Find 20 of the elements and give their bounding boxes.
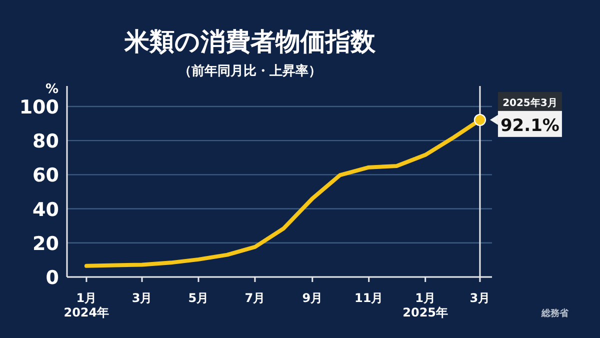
text: 総務省 <box>540 308 570 319</box>
y-tick-label: 100 <box>19 96 59 118</box>
x-tick-label: 3月 <box>470 291 490 305</box>
y-tick-label: 80 <box>32 130 59 153</box>
annotation: 2025年3月 <box>502 96 558 109</box>
x-tick-label: 7月 <box>244 291 266 305</box>
x-tick-label: 1月 2024年 <box>64 291 110 320</box>
x-tick-label: 9月 <box>302 291 323 305</box>
chart-subtitle: （前年同月比・上昇率） <box>178 63 322 79</box>
y-axis-title: % <box>45 82 59 97</box>
x-tick-label: 5月 <box>188 291 209 305</box>
x-tick-label: 1月 2025年 <box>402 291 448 320</box>
y-tick-label: 40 <box>32 198 59 221</box>
y-tick-label: 20 <box>32 232 59 255</box>
x-tick-label: 11月 <box>354 291 384 305</box>
x-tick-label: 3月 <box>132 291 152 305</box>
y-tick-label: 0 <box>46 267 59 289</box>
y-tick-label: 60 <box>32 164 59 187</box>
data-label: 92.1% <box>500 116 560 136</box>
chart-title: 米類の消費者物価指数 <box>124 27 376 56</box>
